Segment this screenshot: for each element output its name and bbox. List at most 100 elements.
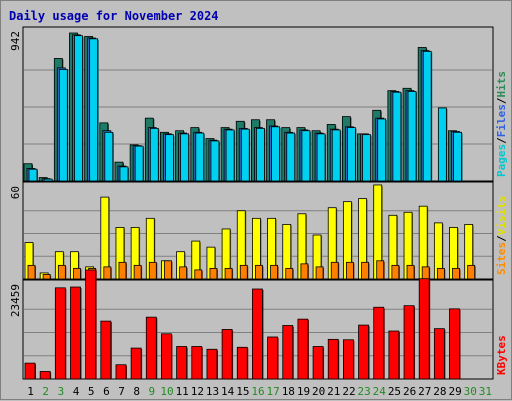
bar-hits-day-11: [180, 133, 190, 182]
bar-hits-day-4: [74, 35, 83, 182]
chart-title: Daily usage for November 2024: [9, 9, 219, 23]
day-label-12: 12: [191, 385, 204, 398]
day-label-19: 19: [297, 385, 310, 398]
day-label-20: 20: [312, 385, 325, 398]
bar-sites-day-1: [27, 264, 36, 280]
bar-sites-day-27: [421, 266, 430, 280]
bar-kbytes-day-18: [282, 325, 294, 380]
bar-hits-day-12: [195, 132, 205, 182]
bar-hits-day-2: [43, 178, 53, 182]
ymax-label: 942: [9, 31, 22, 51]
bar-sites-day-11: [179, 266, 188, 280]
legend-entry-visits: Visits: [495, 196, 508, 236]
day-label-21: 21: [327, 385, 340, 398]
bar-sites-day-25: [391, 264, 400, 280]
bar-kbytes-day-12: [191, 346, 203, 380]
side-legend: KBytes: [495, 335, 508, 375]
day-label-14: 14: [221, 385, 235, 398]
bar-hits-day-3: [58, 69, 68, 182]
day-label-24: 24: [373, 385, 387, 398]
bar-hits-day-16: [256, 127, 265, 182]
day-label-16: 16: [251, 385, 264, 398]
bar-kbytes-day-1: [24, 362, 36, 380]
bar-hits-day-17: [271, 126, 280, 182]
panel-kbytes: 23459 KBytes: [9, 269, 508, 380]
legend-entry-hits: Hits: [495, 71, 508, 98]
day-label-26: 26: [403, 385, 416, 398]
bar-hits-day-19: [301, 130, 311, 182]
day-label-27: 27: [418, 385, 431, 398]
bar-kbytes-day-15: [236, 346, 248, 380]
bar-kbytes-day-19: [297, 318, 309, 380]
day-label-31: 31: [479, 385, 492, 398]
bar-hits-day-7: [119, 166, 129, 182]
day-label-18: 18: [282, 385, 295, 398]
bar-kbytes-day-5: [85, 269, 97, 380]
bar-sites-day-4: [73, 267, 81, 280]
bar-kbytes-day-25: [388, 330, 400, 380]
bar-kbytes-day-8: [130, 347, 142, 380]
bar-sites-day-24: [376, 260, 385, 280]
legend-entry-sep: /: [495, 137, 508, 144]
bar-sites-day-6: [103, 266, 112, 280]
bar-sites-day-16: [255, 264, 263, 280]
day-label-10: 10: [160, 385, 173, 398]
legend-entry-sites: Sites: [495, 242, 508, 275]
bar-kbytes-day-9: [145, 316, 157, 380]
day-label-23: 23: [358, 385, 371, 398]
bar-hits-day-25: [392, 91, 402, 182]
bar-sites-day-19: [300, 263, 309, 280]
bar-kbytes-day-27: [418, 278, 430, 380]
bar-sites-day-18: [285, 267, 294, 280]
bar-hits-day-27: [422, 50, 432, 182]
bar-kbytes-day-13: [206, 348, 218, 380]
day-label-9: 9: [149, 385, 156, 398]
bar-hits-day-1: [28, 168, 38, 182]
bar-hits-day-6: [104, 131, 114, 182]
bar-sites-day-12: [194, 269, 203, 280]
bar-sites-day-13: [209, 267, 218, 280]
bar-kbytes-day-14: [221, 329, 233, 380]
bar-hits-day-13: [210, 140, 220, 182]
day-label-15: 15: [236, 385, 249, 398]
bar-sites-day-23: [361, 261, 369, 280]
bar-hits-day-9: [149, 127, 159, 182]
bar-hits-day-5: [89, 38, 99, 182]
legend-entry-sep: /: [495, 235, 508, 242]
bar-hits-day-8: [134, 145, 144, 182]
bar-hits-day-24: [377, 118, 387, 182]
bar-sites-day-20: [315, 266, 324, 280]
bar-sites-day-2: [42, 274, 51, 280]
bar-sites-day-15: [239, 264, 248, 280]
bar-hits-day-18: [286, 132, 296, 182]
bar-sites-day-8: [133, 264, 142, 280]
bar-sites-day-22: [345, 261, 354, 280]
day-label-7: 7: [118, 385, 125, 398]
bar-hits-day-29: [453, 131, 462, 182]
bar-kbytes-day-3: [54, 287, 66, 380]
bar-kbytes-day-22: [342, 339, 354, 380]
day-label-30: 30: [464, 385, 477, 398]
bar-kbytes-day-24: [373, 306, 385, 380]
day-label-6: 6: [103, 385, 110, 398]
day-label-29: 29: [448, 385, 461, 398]
bar-kbytes-day-28: [433, 328, 445, 380]
ymax-label: 60: [9, 186, 22, 199]
bar-hits-day-23: [362, 134, 371, 182]
bar-kbytes-day-11: [176, 346, 188, 380]
day-label-13: 13: [206, 385, 219, 398]
bar-kbytes-day-10: [161, 333, 172, 380]
panel-visits-sites: 60 Sites/Visits: [9, 181, 508, 280]
day-label-8: 8: [133, 385, 140, 398]
day-label-3: 3: [58, 385, 65, 398]
bar-hits-day-22: [346, 127, 356, 182]
bar-kbytes-day-6: [100, 320, 112, 380]
legend-entry-pages: Pages: [495, 144, 508, 177]
day-label-2: 2: [42, 385, 49, 398]
side-legend: Sites/Visits: [495, 196, 508, 276]
day-label-1: 1: [27, 385, 34, 398]
day-label-5: 5: [88, 385, 95, 398]
